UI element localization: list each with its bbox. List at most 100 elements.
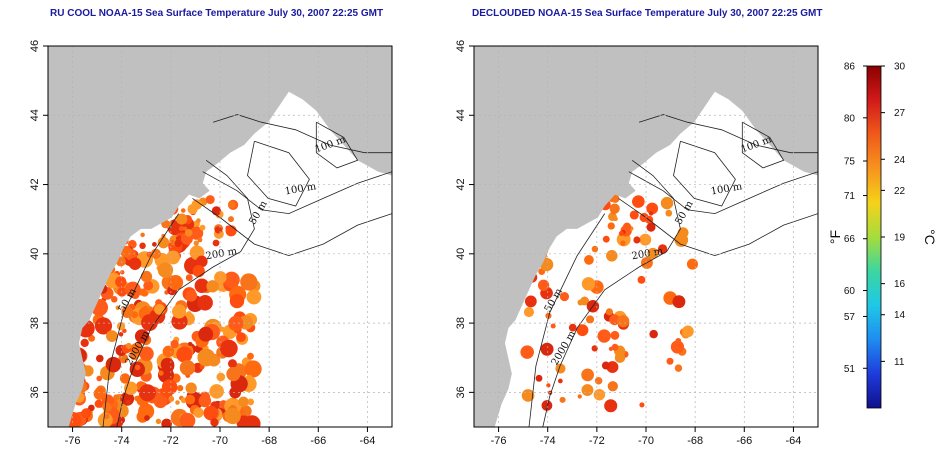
sst-patch (88, 404, 95, 412)
colorbar-c-label: 27 (894, 108, 906, 119)
colorbar-c-label: 14 (894, 310, 906, 321)
x-tick-label: -68 (687, 435, 703, 447)
colorbar-f-label: 60 (844, 286, 856, 297)
sst-patch (682, 325, 694, 338)
y-tick-label: 36 (29, 386, 41, 398)
y-tick-label: 46 (29, 40, 41, 52)
sst-patch (179, 360, 196, 376)
sst-patch (197, 348, 216, 367)
sst-patch (176, 384, 184, 392)
sst-patch (632, 195, 645, 208)
sst-patch (639, 212, 649, 223)
sst-patch (622, 222, 632, 232)
sst-patch (660, 196, 674, 210)
sst-patch (115, 305, 120, 310)
sst-patch (559, 292, 570, 302)
sst-patch (196, 218, 201, 223)
colorbar-gradient (866, 65, 882, 409)
sst-patch (229, 386, 242, 399)
sst-patch (219, 326, 226, 332)
sst-patch (188, 341, 193, 346)
sst-patch (161, 379, 178, 395)
sst-patch (228, 315, 244, 332)
sst-patch (225, 400, 232, 408)
sst-patch (607, 381, 618, 392)
sst-patch (175, 400, 180, 405)
sst-patch (247, 398, 255, 406)
sst-patch (568, 323, 577, 332)
sst-patch (613, 216, 618, 222)
x-tick-label: -74 (114, 435, 130, 447)
sst-patch (125, 399, 131, 405)
contour-label: 200 m (205, 246, 239, 262)
sst-patch (206, 280, 219, 293)
sst-patch (647, 247, 659, 259)
sst-patch (150, 248, 161, 259)
unit-celsius: °C (922, 229, 938, 245)
bathymetry-contour (741, 121, 785, 169)
bathymetry-contour (247, 140, 310, 207)
sst-patch (247, 352, 254, 360)
sst-patch (138, 403, 155, 420)
x-tick-label: -64 (359, 435, 375, 447)
y-tick-label: 40 (455, 248, 467, 260)
x-tick-label: -66 (310, 435, 326, 447)
sst-patch (601, 361, 610, 370)
sst-patch (227, 216, 234, 223)
bathymetry-contour (673, 140, 736, 207)
sst-patch (185, 274, 193, 282)
sst-patch (607, 222, 615, 230)
x-tick-label: -66 (736, 435, 752, 447)
sst-patch (611, 343, 619, 351)
sst-patch (584, 255, 594, 265)
sst-patch (169, 239, 175, 245)
sst-patch (604, 399, 618, 413)
sst-patch (591, 345, 598, 352)
right-map-title: DECLOUDED NOAA-15 Sea Surface Temperatur… (472, 8, 823, 19)
sst-patch (670, 340, 685, 354)
sst-patch (147, 306, 153, 312)
sst-patch (155, 418, 162, 425)
sst-patch (244, 360, 262, 378)
bathymetry-contour (102, 213, 180, 427)
sst-patch (120, 270, 125, 275)
colorbar-f-label: 66 (844, 234, 856, 245)
sst-patch (113, 394, 120, 401)
left-map-title: RU COOL NOAA-15 Sea Surface Temperature … (50, 8, 384, 19)
colorbar-c-label: 16 (894, 279, 906, 290)
sst-patch (214, 271, 227, 284)
sst-patch (606, 250, 618, 262)
sst-patch (240, 273, 258, 291)
sst-patch (229, 293, 245, 309)
sst-patch (197, 237, 203, 243)
sst-patch (157, 236, 170, 249)
bathymetry-contour (202, 171, 392, 215)
bathymetry-contour (528, 213, 606, 427)
sst-patch (620, 240, 626, 246)
sst-patch (523, 307, 535, 318)
sst-patch (577, 299, 584, 306)
sst-patch (80, 338, 89, 348)
sst-patch (143, 305, 148, 311)
y-tick-label: 44 (455, 109, 467, 121)
sst-patch (172, 304, 187, 319)
sst-patch (559, 396, 566, 403)
sst-patch (223, 271, 240, 289)
colorbar-f-label: 80 (844, 113, 856, 124)
colorbar-c-label: 24 (894, 155, 906, 166)
colorbar-c-label: 22 (894, 186, 906, 197)
sst-patch (605, 308, 613, 316)
sst-patch (139, 242, 146, 250)
sst-patch (153, 394, 168, 409)
bathymetry-contour (315, 121, 359, 169)
sst-patch (198, 394, 212, 408)
sst-patch (199, 224, 206, 231)
sst-patch (245, 374, 254, 383)
y-tick-label: 46 (455, 40, 467, 52)
sst-patch (203, 405, 219, 421)
sst-patch (140, 232, 145, 238)
sst-patch (138, 384, 156, 402)
sst-patch (581, 277, 596, 291)
sst-patch (143, 280, 154, 291)
